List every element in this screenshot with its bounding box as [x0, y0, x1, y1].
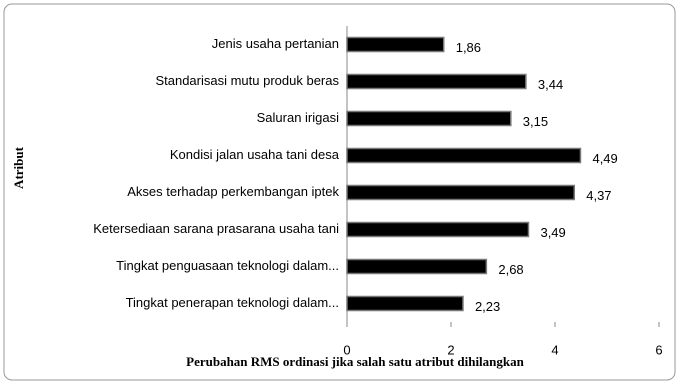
x-tick-label: 2 — [447, 342, 454, 357]
value-label: 2,68 — [498, 262, 523, 277]
value-label: 4,37 — [586, 188, 611, 203]
bar — [346, 36, 445, 53]
value-label: 3,49 — [540, 225, 565, 240]
bar — [346, 221, 530, 238]
bar — [346, 184, 575, 201]
value-label: 4,49 — [592, 151, 617, 166]
bar — [346, 110, 512, 127]
value-label: 3,15 — [523, 114, 548, 129]
y-tick-label: Tingkat penguasaan teknologi dalam... — [116, 258, 339, 273]
y-axis-title: Atribut — [11, 146, 26, 189]
bar — [346, 295, 464, 312]
y-tick-label: Ketersediaan sarana prasarana usaha tani — [93, 221, 339, 236]
y-tick-label: Saluran irigasi — [257, 110, 339, 125]
y-tick-label: Jenis usaha pertanian — [212, 36, 339, 51]
y-tick-label: Akses terhadap perkembangan iptek — [127, 184, 339, 199]
x-axis-title: Perubahan RMS ordinasi jika salah satu a… — [186, 354, 524, 369]
chart-border — [3, 3, 676, 381]
x-tick-label: 6 — [655, 342, 662, 357]
bar — [346, 258, 488, 275]
y-tick-label: Kondisi jalan usaha tani desa — [170, 147, 340, 162]
y-tick-label: Standarisasi mutu produk beras — [155, 73, 339, 88]
value-label: 2,23 — [475, 299, 500, 314]
x-tick-label: 4 — [551, 342, 558, 357]
y-tick-label: Tingkat penerapan teknologi dalam... — [126, 295, 339, 310]
x-tick-label: 0 — [343, 342, 350, 357]
value-label: 1,86 — [456, 40, 481, 55]
bar — [346, 73, 527, 90]
bar — [346, 147, 582, 164]
value-label: 3,44 — [538, 77, 563, 92]
